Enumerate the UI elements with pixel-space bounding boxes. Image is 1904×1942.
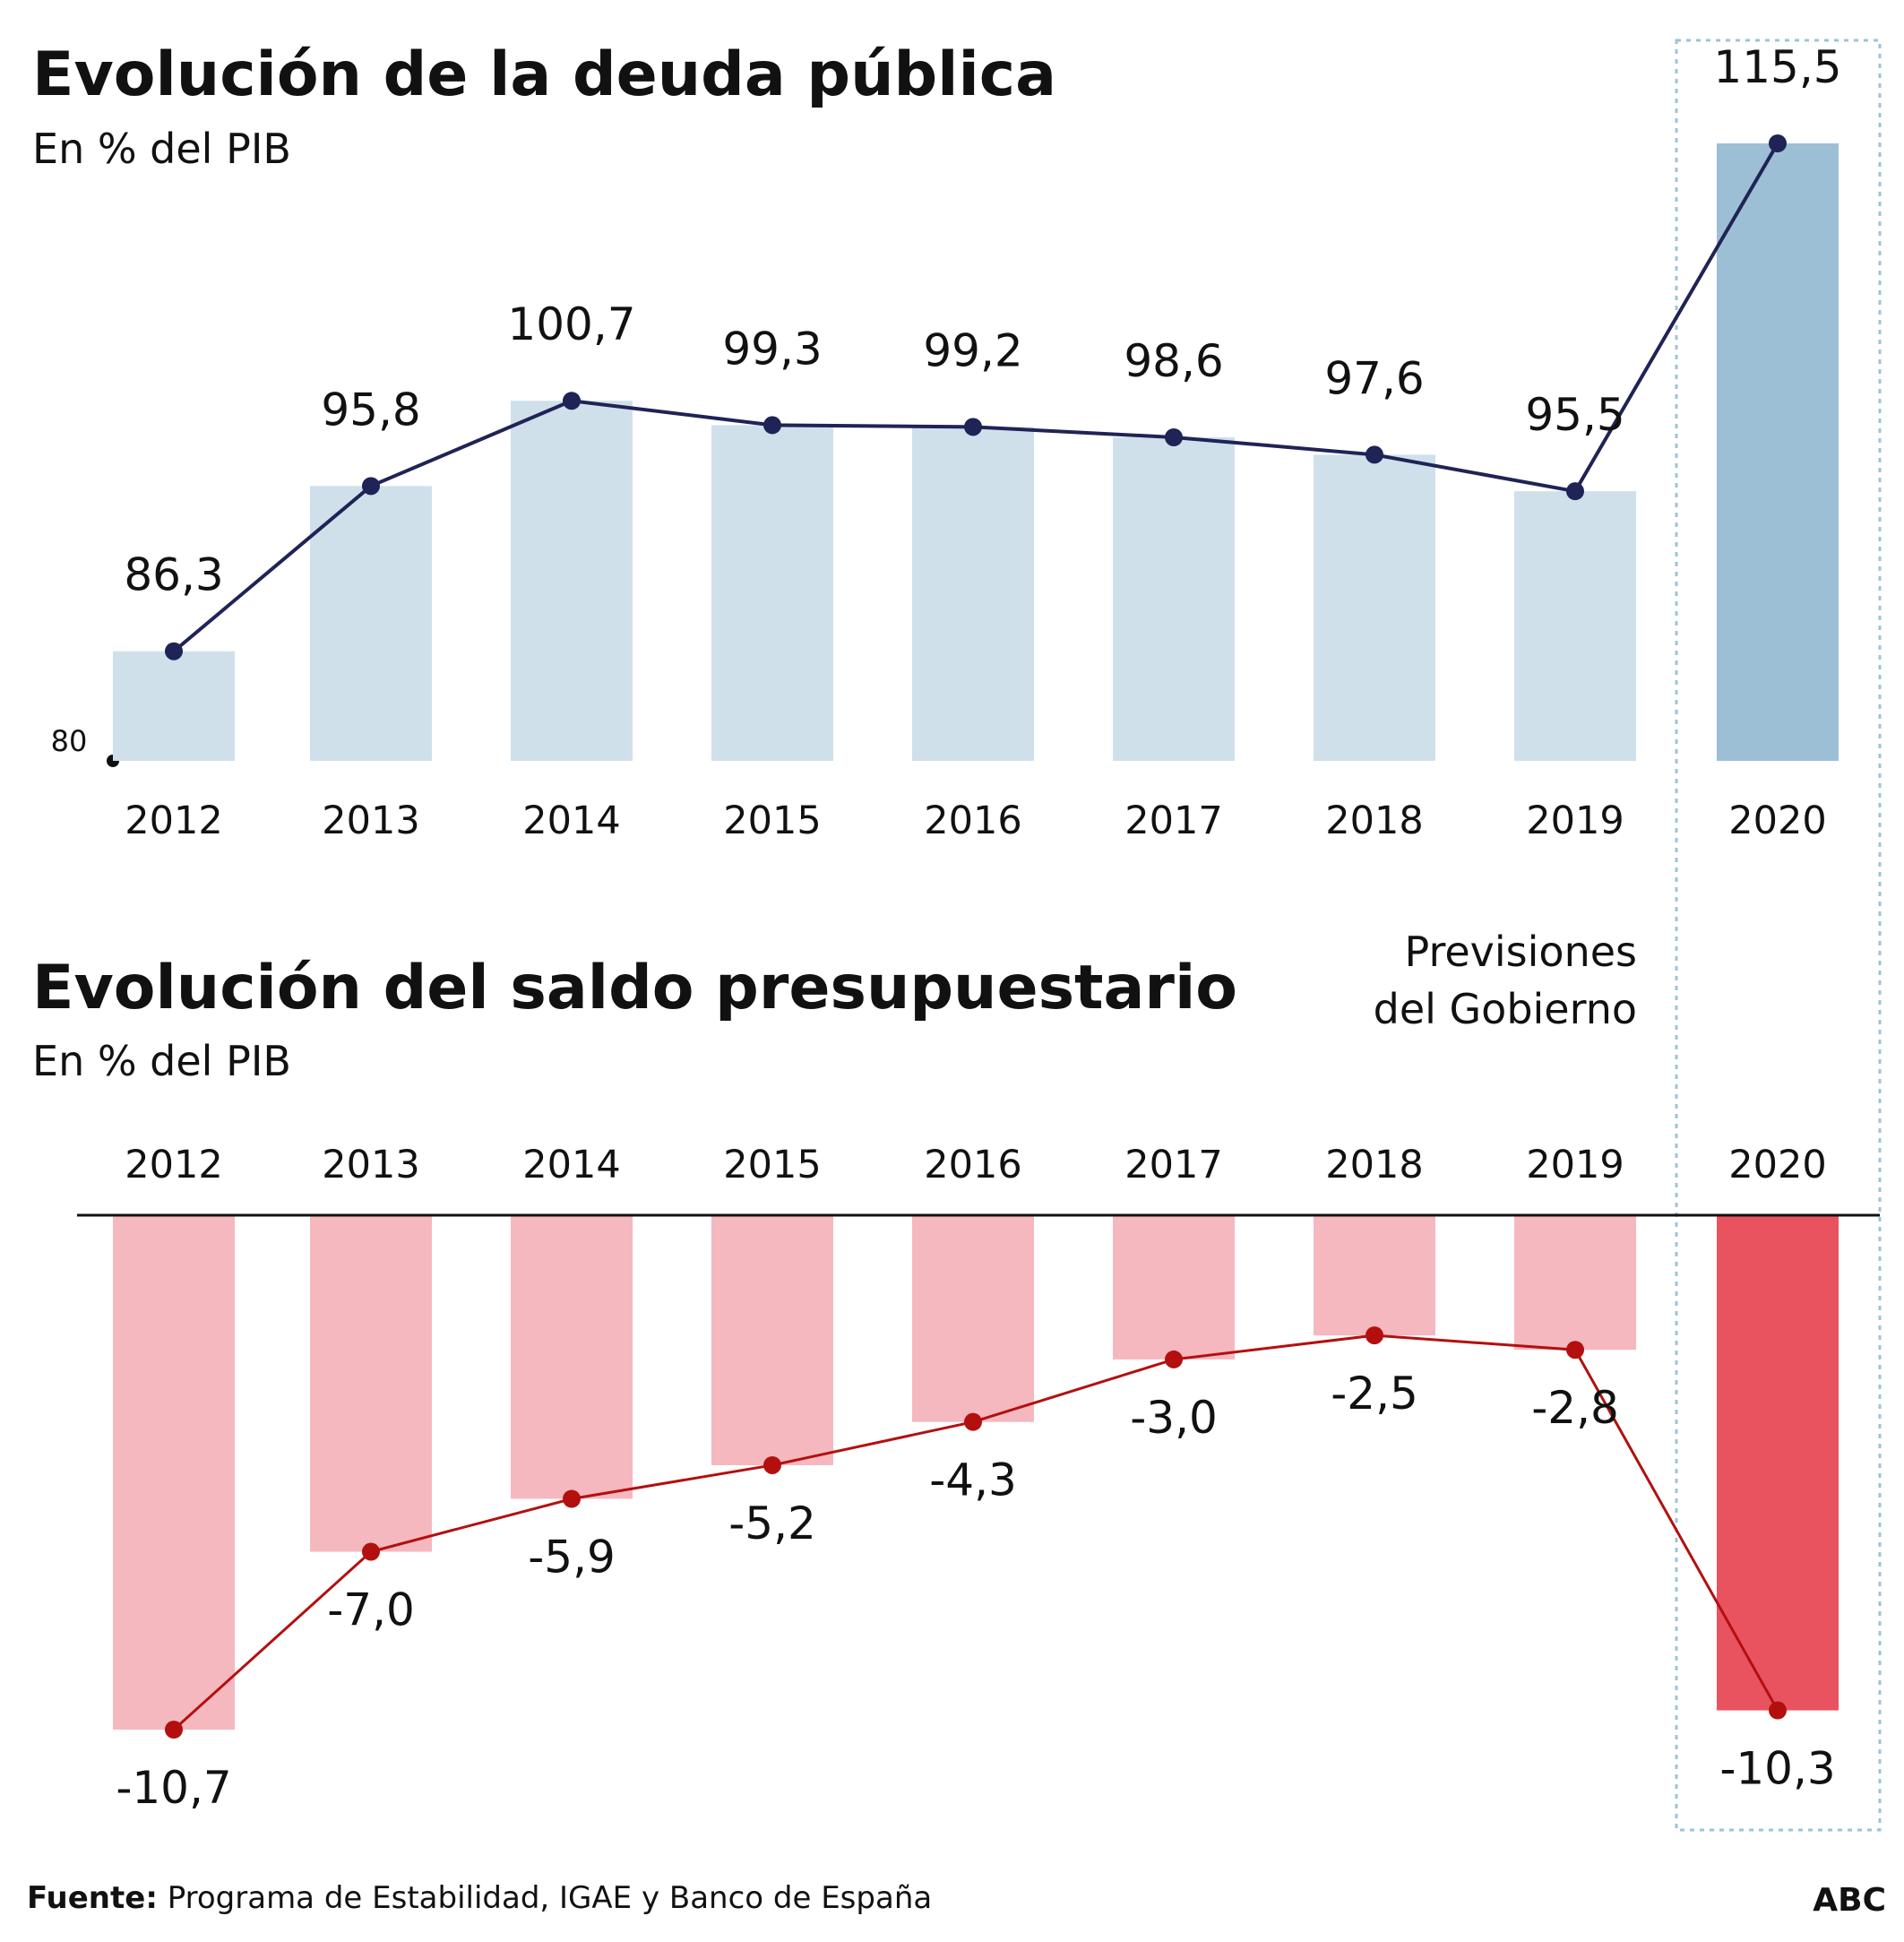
balance-year-label-2015: 2015 xyxy=(723,1143,821,1187)
source-text: Programa de Estabilidad, IGAE y Banco de… xyxy=(158,1880,932,1916)
balance-point-2020 xyxy=(1769,1701,1787,1720)
balance-bar-2017 xyxy=(1113,1215,1235,1359)
debt-value-label-2012: 86,3 xyxy=(124,549,223,601)
debt-point-2014 xyxy=(563,392,581,410)
balance-value-label-2020: -10,3 xyxy=(1719,1743,1835,1795)
debt-year-label-2019: 2019 xyxy=(1526,798,1624,843)
balance-value-label-2016: -4,3 xyxy=(929,1454,1017,1506)
balance-bar-2018 xyxy=(1314,1215,1435,1336)
balance-year-label-2019: 2019 xyxy=(1526,1143,1624,1187)
debt-year-label-2016: 2016 xyxy=(924,798,1021,843)
balance-value-label-2013: -7,0 xyxy=(327,1584,415,1636)
balance-point-2017 xyxy=(1165,1350,1183,1368)
balance-point-2019 xyxy=(1566,1341,1584,1359)
balance-point-2018 xyxy=(1366,1326,1383,1345)
debt-point-2017 xyxy=(1165,428,1183,447)
balance-year-label-2013: 2013 xyxy=(322,1143,419,1187)
forecast-note-line2: del Gobierno xyxy=(1374,985,1637,1033)
debt-value-label-2016: 99,2 xyxy=(923,324,1022,376)
forecast-note-line1: Previsiones xyxy=(1405,928,1637,976)
balance-bar-2014 xyxy=(511,1215,633,1499)
debt-year-label-2020: 2020 xyxy=(1728,798,1826,843)
balance-value-label-2014: -5,9 xyxy=(528,1532,616,1584)
balance-bar-2015 xyxy=(711,1215,833,1465)
debt-year-label-2015: 2015 xyxy=(723,798,821,843)
debt-value-label-2017: 98,6 xyxy=(1124,335,1223,387)
debt-bars xyxy=(113,143,1839,761)
debt-bar-2013 xyxy=(310,486,432,761)
balance-value-label-2018: -2,5 xyxy=(1331,1368,1418,1420)
balance-year-label-2017: 2017 xyxy=(1124,1143,1222,1187)
debt-value-label-2013: 95,8 xyxy=(321,384,420,436)
debt-year-label-2012: 2012 xyxy=(125,798,222,843)
balance-value-label-2017: -3,0 xyxy=(1130,1392,1218,1444)
debt-bar-2020 xyxy=(1717,143,1839,761)
balance-point-2016 xyxy=(964,1412,982,1431)
debt-value-label-2020: 115,5 xyxy=(1713,41,1841,93)
balance-year-label-2020: 2020 xyxy=(1728,1143,1826,1187)
debt-point-2015 xyxy=(763,416,781,435)
debt-chart-subtitle: En % del PIB xyxy=(32,125,291,173)
balance-point-2013 xyxy=(362,1542,380,1561)
debt-value-label-2019: 95,5 xyxy=(1525,389,1624,441)
debt-bar-2015 xyxy=(711,425,833,761)
debt-bar-2018 xyxy=(1314,454,1435,761)
debt-value-label-2014: 100,7 xyxy=(507,298,635,350)
balance-point-2014 xyxy=(563,1489,581,1508)
debt-bar-2012 xyxy=(113,651,235,761)
debt-year-label-2014: 2014 xyxy=(522,798,620,843)
debt-year-label-2018: 2018 xyxy=(1325,798,1423,843)
source-label: Fuente: xyxy=(27,1880,158,1916)
debt-bar-2017 xyxy=(1113,437,1235,761)
balance-year-labels: 2012 2013 2014 2015 2016 2017 2018 2019 2020 xyxy=(125,1143,1826,1187)
debt-value-labels: 86,3 95,8 100,7 99,3 99,2 98,6 97,6 95,5 115,5 xyxy=(124,41,1841,601)
balance-year-label-2016: 2016 xyxy=(924,1143,1021,1187)
debt-bar-2016 xyxy=(912,427,1034,761)
balance-value-labels: -10,7 -7,0 -5,9 -5,2 -4,3 -3,0 -2,5 -2,8 -10,3 xyxy=(116,1368,1835,1814)
balance-line-series xyxy=(165,1326,1787,1739)
balance-bars xyxy=(113,1215,1839,1730)
balance-value-label-2015: -5,2 xyxy=(728,1497,816,1549)
debt-value-label-2018: 97,6 xyxy=(1324,352,1424,404)
balance-year-label-2012: 2012 xyxy=(125,1143,222,1187)
debt-point-2018 xyxy=(1366,445,1383,464)
debt-value-label-2015: 99,3 xyxy=(722,323,822,375)
debt-chart-title: Evolución de la deuda pública xyxy=(32,39,1056,110)
balance-chart-title: Evolución del saldo presupuestario xyxy=(32,953,1237,1023)
debt-point-2012 xyxy=(165,642,183,660)
debt-point-2019 xyxy=(1566,482,1584,501)
balance-point-2015 xyxy=(763,1455,781,1474)
debt-line-series xyxy=(165,134,1787,660)
balance-bar-2016 xyxy=(912,1215,1034,1422)
balance-bar-2020 xyxy=(1717,1215,1839,1711)
debt-point-2016 xyxy=(964,418,982,436)
debt-year-labels: 2012 2013 2014 2015 2016 2017 2018 2019 2020 xyxy=(125,798,1826,843)
source-note: Fuente: Programa de Estabilidad, IGAE y … xyxy=(27,1880,932,1916)
balance-chart-subtitle: En % del PIB xyxy=(32,1037,291,1085)
balance-point-2012 xyxy=(165,1721,183,1739)
debt-bar-2014 xyxy=(511,401,633,761)
balance-bar-2019 xyxy=(1514,1215,1636,1351)
brand-logo-text: ABC xyxy=(1813,1882,1886,1919)
forecast-highlight-box xyxy=(1675,39,1882,1832)
balance-year-label-2018: 2018 xyxy=(1325,1143,1423,1187)
balance-bar-2012 xyxy=(113,1215,235,1730)
debt-year-label-2017: 2017 xyxy=(1124,798,1222,843)
debt-axis-min-label: 80 xyxy=(51,724,88,758)
debt-point-2020 xyxy=(1769,134,1787,152)
debt-year-label-2013: 2013 xyxy=(322,798,419,843)
debt-point-2013 xyxy=(362,477,380,496)
balance-value-label-2019: -2,8 xyxy=(1531,1382,1619,1434)
balance-year-label-2014: 2014 xyxy=(522,1143,620,1187)
balance-value-label-2012: -10,7 xyxy=(116,1762,231,1814)
debt-bar-2019 xyxy=(1514,491,1636,761)
balance-bar-2013 xyxy=(310,1215,432,1552)
